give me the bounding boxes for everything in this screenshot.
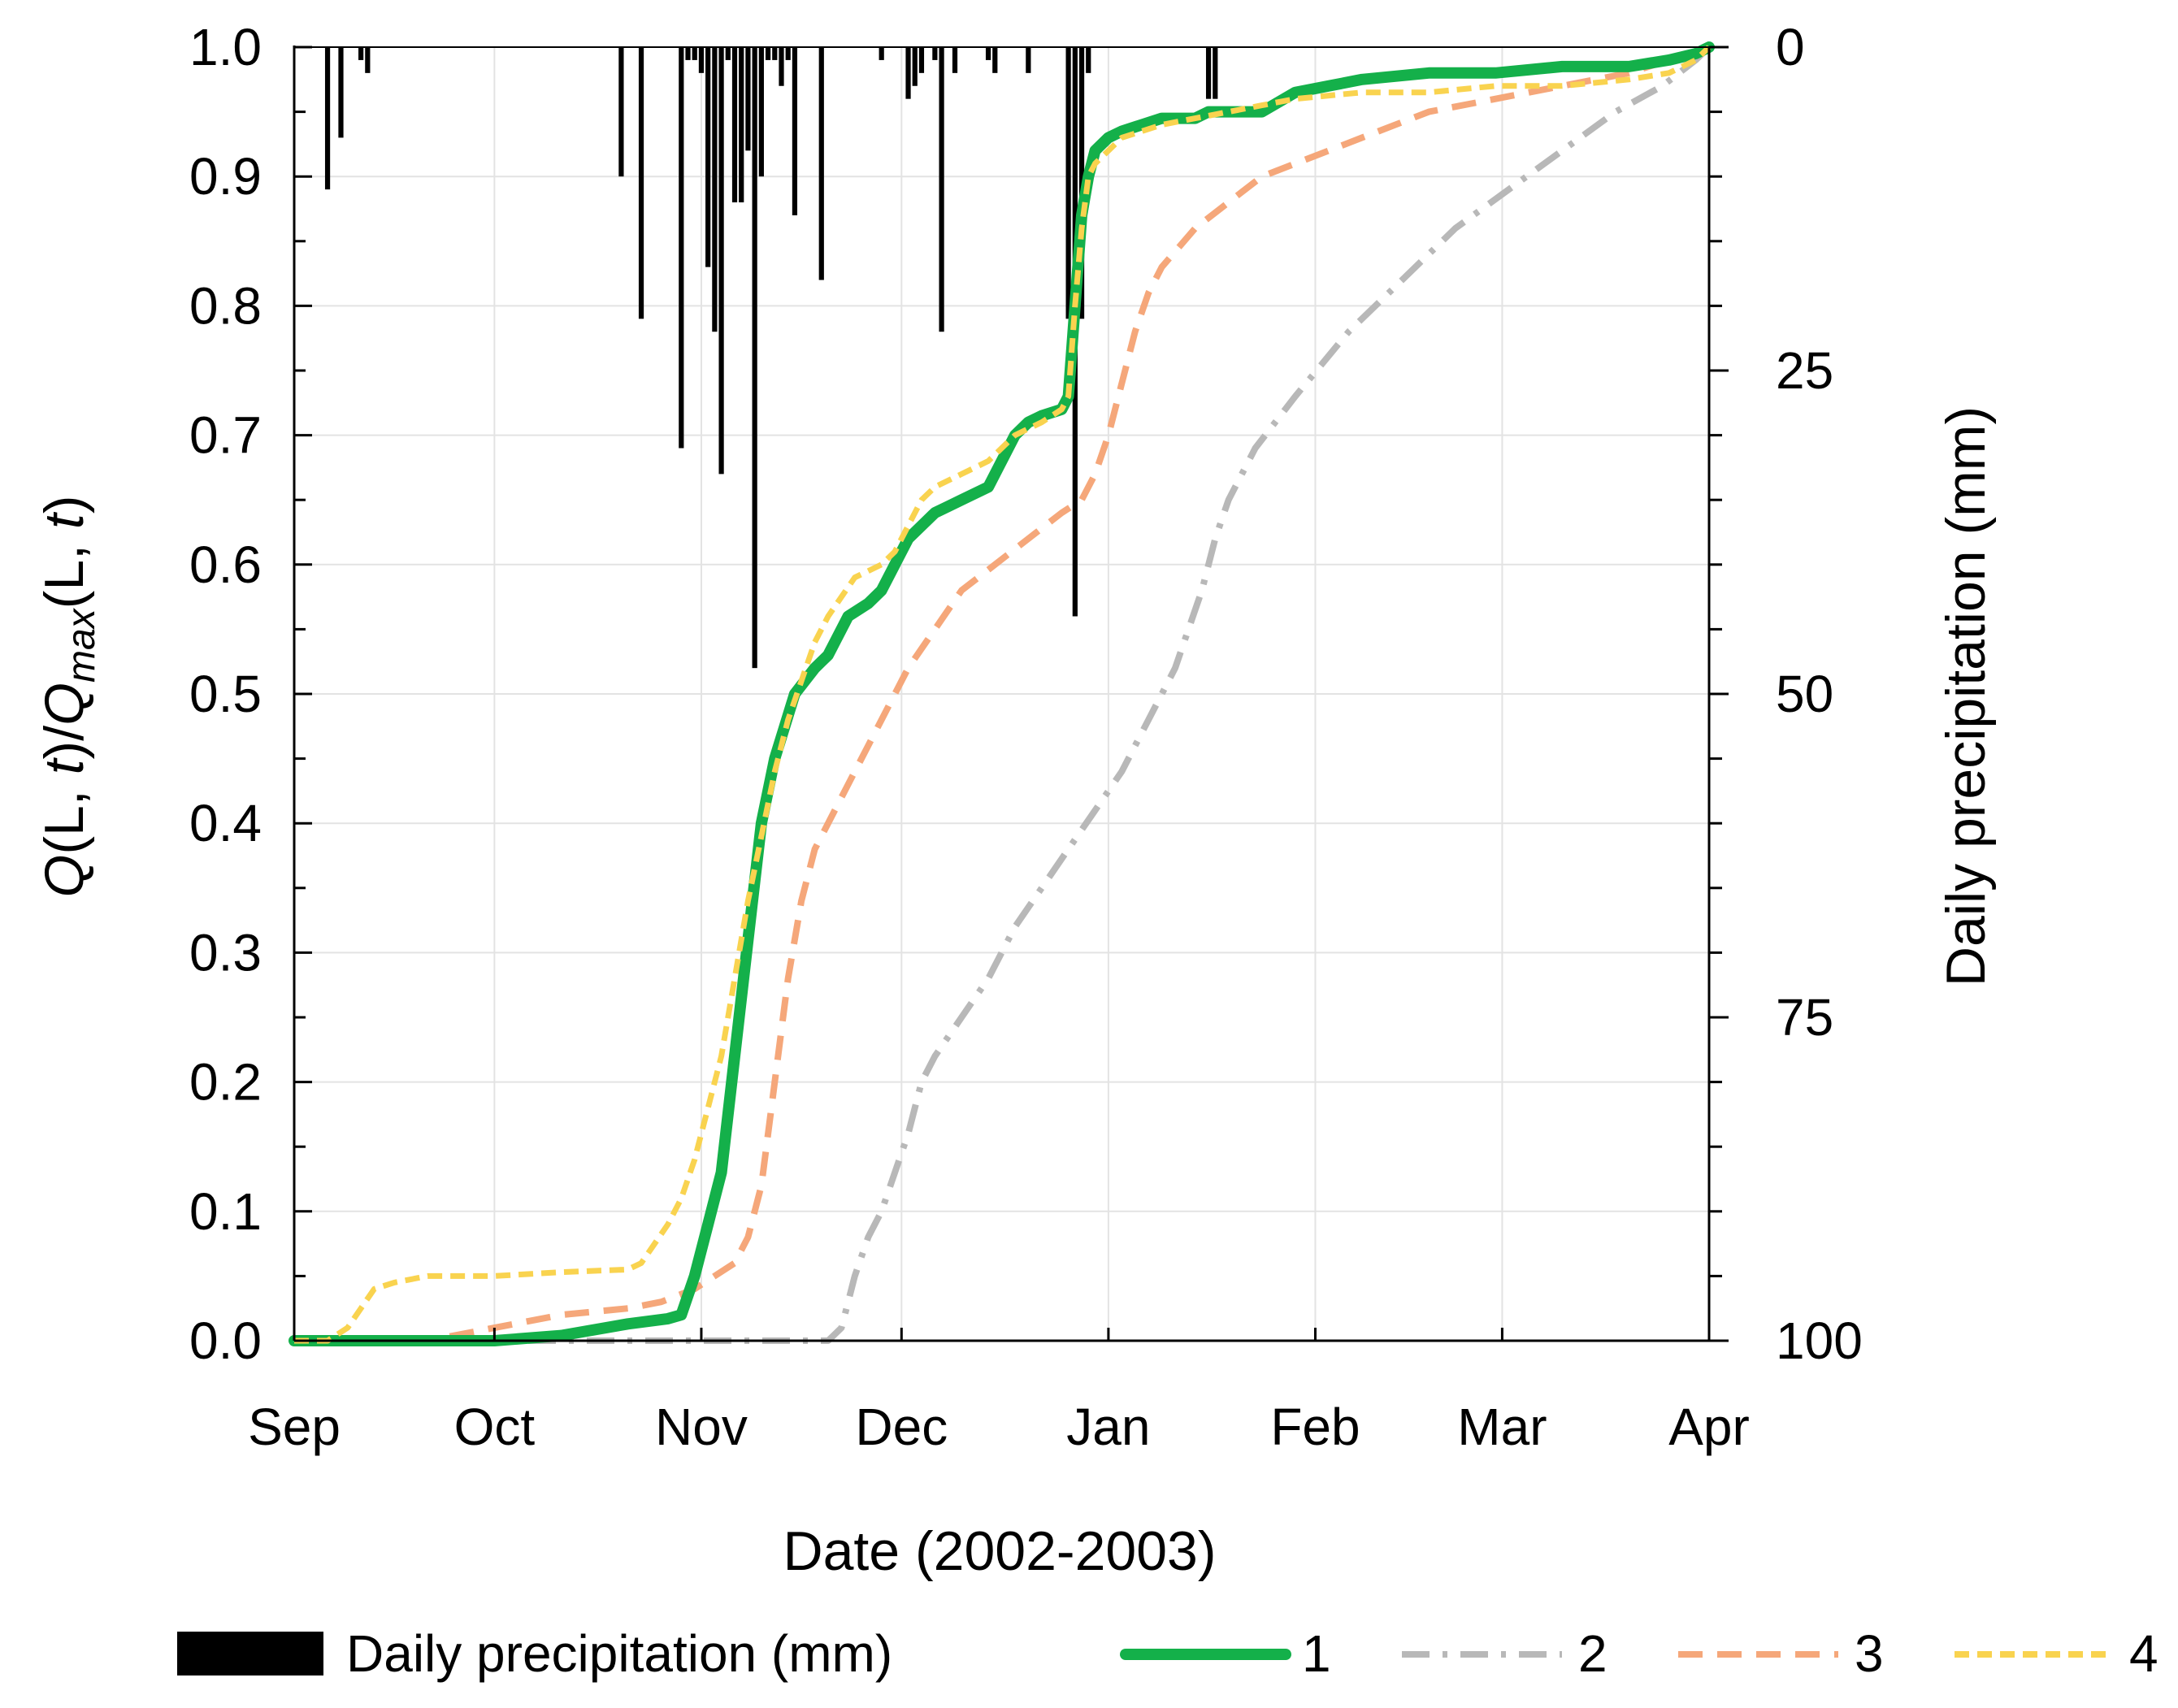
x-tick-label-mar: Mar bbox=[1457, 1398, 1547, 1456]
x-tick-label-nov: Nov bbox=[655, 1398, 748, 1456]
legend-label-precipitation: Daily precipitation (mm) bbox=[346, 1624, 892, 1683]
precip-bar bbox=[712, 47, 718, 332]
y-left-tick-label: 0.0 bbox=[189, 1311, 262, 1370]
series-3-line bbox=[294, 44, 1711, 1344]
x-tick-label-feb: Feb bbox=[1270, 1398, 1360, 1456]
precip-bar bbox=[1065, 47, 1071, 319]
precip-bar bbox=[779, 47, 784, 86]
y-right-tick-label: 75 bbox=[1776, 988, 1833, 1047]
precip-bar bbox=[745, 47, 751, 151]
y-right-tick-label: 100 bbox=[1776, 1311, 1863, 1370]
precip-bar bbox=[912, 47, 918, 86]
data-lines bbox=[289, 41, 1715, 1346]
x-tick-label-jan: Jan bbox=[1066, 1398, 1150, 1456]
precip-bar bbox=[705, 47, 711, 267]
precip-bar bbox=[1205, 47, 1212, 99]
precip-bar bbox=[618, 47, 624, 177]
precip-bar bbox=[725, 47, 731, 60]
legend-label-series-2: 2 bbox=[1578, 1624, 1607, 1683]
y-left-tick-label: 0.1 bbox=[189, 1182, 262, 1241]
precip-bar bbox=[918, 47, 925, 73]
series-1-line bbox=[289, 41, 1715, 1346]
precip-bar bbox=[758, 47, 764, 177]
precip-bar bbox=[765, 47, 771, 60]
precip-bar bbox=[338, 47, 344, 138]
y-left-tick-label: 0.3 bbox=[189, 923, 262, 982]
y-right-axis-title: Daily precipitation (mm) bbox=[1935, 406, 1997, 986]
y-left-tick-labels: 0.0 0.1 0.2 0.3 0.4 0.5 0.6 0.7 0.8 0.9 1.0 bbox=[189, 18, 262, 1370]
precip-bar bbox=[952, 47, 958, 73]
precip-bar bbox=[692, 47, 697, 60]
y-right-tick-label: 50 bbox=[1776, 665, 1833, 723]
precip-bar bbox=[992, 47, 998, 73]
precip-bar bbox=[358, 47, 364, 60]
precip-bar bbox=[679, 47, 684, 449]
precip-bar bbox=[324, 47, 331, 190]
legend-label-series-4: 4 bbox=[2129, 1624, 2158, 1683]
x-tick-label-sep: Sep bbox=[248, 1398, 341, 1456]
precip-bar bbox=[879, 47, 884, 60]
precip-bar bbox=[785, 47, 791, 60]
series-4-line bbox=[294, 45, 1712, 1344]
y-right-tick-label: 0 bbox=[1776, 18, 1805, 76]
y-left-tick-label: 0.2 bbox=[189, 1053, 262, 1112]
y-left-tick-label: 0.9 bbox=[189, 147, 262, 206]
precip-bar bbox=[905, 47, 911, 99]
precip-bar bbox=[772, 47, 778, 60]
legend-label-series-3: 3 bbox=[1855, 1624, 1884, 1683]
x-tick-label-apr: Apr bbox=[1668, 1398, 1750, 1456]
y-left-axis-title: Q(L, t)/Qmax(L, t) bbox=[33, 495, 103, 897]
precip-bar bbox=[698, 47, 705, 73]
precip-bar bbox=[818, 47, 824, 280]
precip-bar bbox=[985, 47, 991, 60]
precip-bar bbox=[365, 47, 371, 73]
precip-bar bbox=[731, 47, 738, 203]
legend-label-series-1: 1 bbox=[1302, 1624, 1331, 1683]
legend-swatch-precipitation bbox=[177, 1632, 323, 1675]
y-left-tick-label: 1.0 bbox=[189, 18, 262, 76]
y-left-tick-label: 0.6 bbox=[189, 535, 262, 594]
precip-bar bbox=[1026, 47, 1031, 73]
y-left-tick-label: 0.4 bbox=[189, 794, 262, 852]
x-tick-label-oct: Oct bbox=[454, 1398, 536, 1456]
axes bbox=[293, 46, 1729, 1342]
precip-bar bbox=[638, 47, 644, 319]
y-right-tick-labels: 0 25 50 75 100 bbox=[1776, 18, 1863, 1370]
precip-bar bbox=[1213, 47, 1218, 99]
precip-bar bbox=[718, 47, 724, 475]
precipitation-bars bbox=[324, 47, 1218, 669]
precip-bar bbox=[932, 47, 938, 60]
y-left-tick-label: 0.7 bbox=[189, 406, 262, 465]
x-tick-label-dec: Dec bbox=[855, 1398, 948, 1456]
y-left-tick-label: 0.8 bbox=[189, 276, 262, 335]
precip-bar bbox=[792, 47, 798, 215]
x-tick-labels: Sep Oct Nov Dec Jan Feb Mar Apr bbox=[248, 1398, 1750, 1456]
precip-bar bbox=[752, 47, 757, 669]
precip-bar bbox=[1086, 47, 1091, 73]
x-axis-title: Date (2002-2003) bbox=[783, 1520, 1216, 1582]
y-right-tick-label: 25 bbox=[1776, 341, 1833, 400]
grid bbox=[293, 46, 1710, 1342]
y-left-tick-label: 0.5 bbox=[189, 665, 262, 723]
legend: Daily precipitation (mm) 1 2 3 4 bbox=[177, 1624, 2158, 1683]
precip-bar bbox=[939, 47, 944, 332]
precip-bar bbox=[685, 47, 691, 60]
precip-bar bbox=[739, 47, 744, 203]
